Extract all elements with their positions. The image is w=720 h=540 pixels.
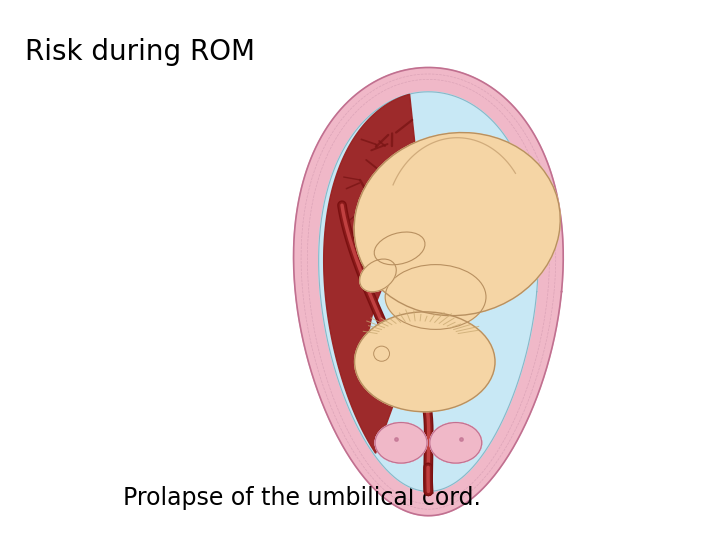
Text: Prolapse of the umbilical cord.: Prolapse of the umbilical cord. (123, 487, 482, 510)
Ellipse shape (354, 132, 560, 316)
Ellipse shape (430, 422, 482, 463)
Ellipse shape (374, 232, 425, 265)
Ellipse shape (430, 422, 482, 463)
Polygon shape (294, 68, 563, 516)
Ellipse shape (375, 422, 427, 463)
Polygon shape (319, 92, 538, 491)
Ellipse shape (375, 422, 427, 463)
Ellipse shape (354, 312, 495, 411)
Ellipse shape (385, 265, 486, 329)
Ellipse shape (360, 259, 396, 292)
Ellipse shape (389, 286, 461, 324)
Text: Risk during ROM: Risk during ROM (25, 38, 255, 66)
Ellipse shape (374, 346, 390, 361)
Polygon shape (324, 94, 418, 453)
